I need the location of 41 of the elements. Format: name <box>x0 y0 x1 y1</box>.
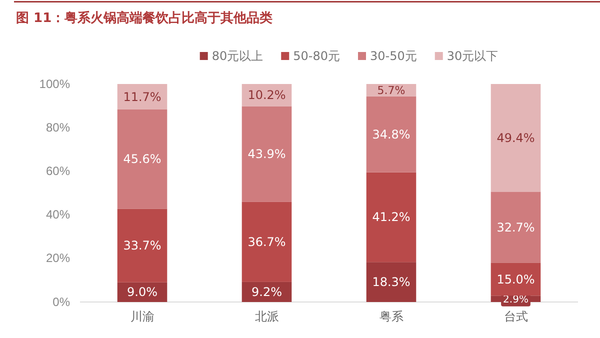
bar <box>490 262 541 296</box>
legend-label: 80元以上 <box>212 49 264 63</box>
bar <box>490 84 541 192</box>
bar <box>366 96 416 172</box>
data-label: 11.7% <box>123 90 162 104</box>
bar <box>117 110 168 209</box>
data-label: 41.2% <box>372 210 410 224</box>
bar <box>117 208 168 282</box>
data-label: 43.9% <box>248 147 286 162</box>
y-tick-label: 20% <box>46 251 70 266</box>
data-label: 10.2% <box>248 88 286 102</box>
legend-label: 50-80元 <box>293 49 340 63</box>
bar <box>117 84 168 110</box>
bar <box>242 202 292 282</box>
x-tick-label: 北派 <box>254 310 279 324</box>
bar <box>242 106 292 202</box>
legend-label: 30-50元 <box>370 49 417 63</box>
y-tick-label: 40% <box>46 208 70 222</box>
data-label: 36.7% <box>248 234 286 249</box>
y-tick-label: 100% <box>39 76 70 91</box>
data-label: 33.7% <box>123 238 162 253</box>
data-label: 32.7% <box>496 220 535 234</box>
data-label: 15.0% <box>496 272 535 286</box>
data-label: 9.2% <box>252 284 282 299</box>
data-label: 45.6% <box>123 152 162 166</box>
chart-title: 图 11：粤系火锅高端餐饮占比高于其他品类 <box>16 10 273 26</box>
data-label: 9.0% <box>127 285 158 300</box>
data-label: 34.8% <box>372 127 410 142</box>
bar <box>366 172 416 262</box>
y-tick-label: 80% <box>46 120 70 134</box>
legend-label: 30元以下 <box>446 49 498 63</box>
y-tick-label: 0% <box>52 294 70 309</box>
data-label: 18.3% <box>372 275 410 290</box>
x-tick-label: 粤系 <box>379 310 404 324</box>
x-tick-label: 台式 <box>504 310 528 324</box>
bar <box>490 192 541 263</box>
x-tick-label: 川渝 <box>130 310 154 324</box>
bar <box>366 262 416 302</box>
y-tick-label: 60% <box>46 164 70 178</box>
data-label: 5.7% <box>377 84 406 98</box>
data-label: 49.4% <box>496 130 535 145</box>
